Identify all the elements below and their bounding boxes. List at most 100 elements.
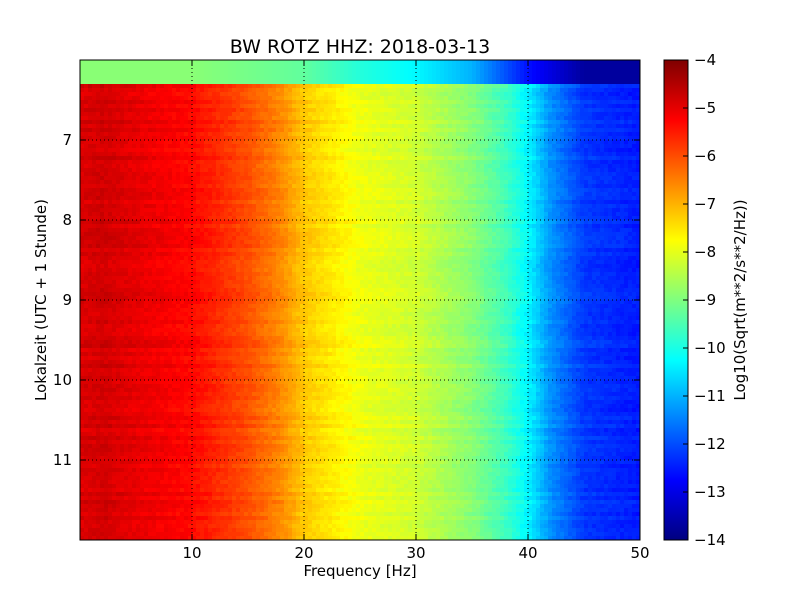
heatmap-cell — [184, 144, 189, 149]
heatmap-cell — [272, 124, 277, 129]
heatmap-cell — [312, 140, 317, 145]
heatmap-cell — [88, 180, 93, 185]
heatmap-cell — [88, 72, 93, 77]
heatmap-cell — [544, 164, 549, 169]
heatmap-cell — [204, 148, 209, 153]
heatmap-cell — [432, 124, 437, 129]
heatmap-cell — [240, 172, 245, 177]
heatmap-cell — [436, 108, 441, 113]
heatmap-cell — [84, 192, 89, 197]
heatmap-cell — [220, 120, 225, 125]
heatmap-cell — [420, 196, 425, 201]
heatmap-cell — [224, 96, 229, 101]
heatmap-cell — [432, 180, 437, 185]
heatmap-cell — [200, 172, 205, 177]
heatmap-cell — [164, 168, 169, 173]
heatmap-cell — [396, 196, 401, 201]
heatmap-cell — [196, 60, 201, 65]
heatmap-cell — [92, 164, 97, 169]
heatmap-cell — [336, 176, 341, 181]
heatmap-cell — [152, 184, 157, 189]
heatmap-cell — [392, 156, 397, 161]
heatmap-cell — [628, 84, 633, 89]
heatmap-cell — [428, 100, 433, 105]
heatmap-cell — [80, 80, 85, 85]
heatmap-cell — [212, 64, 217, 69]
heatmap-cell — [124, 200, 129, 205]
heatmap-cell — [472, 164, 477, 169]
heatmap-cell — [272, 184, 277, 189]
heatmap-cell — [524, 72, 529, 77]
heatmap-cell — [164, 148, 169, 153]
heatmap-cell — [416, 180, 421, 185]
heatmap-cell — [384, 80, 389, 85]
heatmap-cell — [532, 160, 537, 165]
heatmap-cell — [244, 192, 249, 197]
heatmap-cell — [204, 92, 209, 97]
heatmap-cell — [524, 128, 529, 133]
heatmap-cell — [456, 104, 461, 109]
heatmap-cell — [364, 124, 369, 129]
heatmap-cell — [576, 176, 581, 181]
heatmap-cell — [472, 136, 477, 141]
heatmap-cell — [396, 156, 401, 161]
heatmap-cell — [612, 180, 617, 185]
heatmap-cell — [240, 80, 245, 85]
heatmap-cell — [124, 196, 129, 201]
heatmap-cell — [144, 112, 149, 117]
heatmap-cell — [80, 180, 85, 185]
heatmap-cell — [408, 184, 413, 189]
heatmap-cell — [124, 180, 129, 185]
heatmap-cell — [180, 112, 185, 117]
heatmap-cell — [608, 72, 613, 77]
heatmap-cell — [112, 144, 117, 149]
heatmap-cell — [192, 160, 197, 165]
heatmap-cell — [240, 92, 245, 97]
heatmap-cell — [540, 68, 545, 73]
heatmap-cell — [380, 184, 385, 189]
heatmap-cell — [232, 192, 237, 197]
heatmap-cell — [128, 196, 133, 201]
heatmap-cell — [136, 84, 141, 89]
heatmap-cell — [572, 164, 577, 169]
heatmap-cell — [548, 180, 553, 185]
heatmap-cell — [296, 144, 301, 149]
heatmap-cell — [408, 180, 413, 185]
heatmap-cell — [520, 140, 525, 145]
heatmap-cell — [128, 64, 133, 69]
heatmap-cell — [120, 88, 125, 93]
heatmap-cell — [464, 112, 469, 117]
heatmap-cell — [280, 124, 285, 129]
heatmap-cell — [356, 180, 361, 185]
heatmap-cell — [92, 140, 97, 145]
heatmap-cell — [404, 68, 409, 73]
heatmap-cell — [508, 144, 513, 149]
heatmap-cell — [616, 160, 621, 165]
heatmap-cell — [316, 140, 321, 145]
heatmap-cell — [168, 80, 173, 85]
heatmap-cell — [492, 152, 497, 157]
heatmap-cell — [572, 100, 577, 105]
heatmap-cell — [524, 80, 529, 85]
heatmap-cell — [356, 124, 361, 129]
heatmap-cell — [188, 160, 193, 165]
heatmap-cell — [480, 116, 485, 121]
heatmap-cell — [280, 120, 285, 125]
heatmap-cell — [144, 96, 149, 101]
heatmap-cell — [288, 160, 293, 165]
heatmap-cell — [212, 96, 217, 101]
heatmap-cell — [88, 176, 93, 181]
heatmap-cell — [136, 132, 141, 137]
heatmap-cell — [628, 88, 633, 93]
heatmap-cell — [600, 144, 605, 149]
heatmap-cell — [592, 104, 597, 109]
heatmap-cell — [264, 80, 269, 85]
heatmap-cell — [132, 172, 137, 177]
heatmap-cell — [164, 104, 169, 109]
heatmap-cell — [212, 60, 217, 65]
heatmap-cell — [404, 152, 409, 157]
heatmap-cell — [192, 136, 197, 141]
heatmap-cell — [152, 64, 157, 69]
heatmap-cell — [232, 72, 237, 77]
heatmap-cell — [388, 176, 393, 181]
